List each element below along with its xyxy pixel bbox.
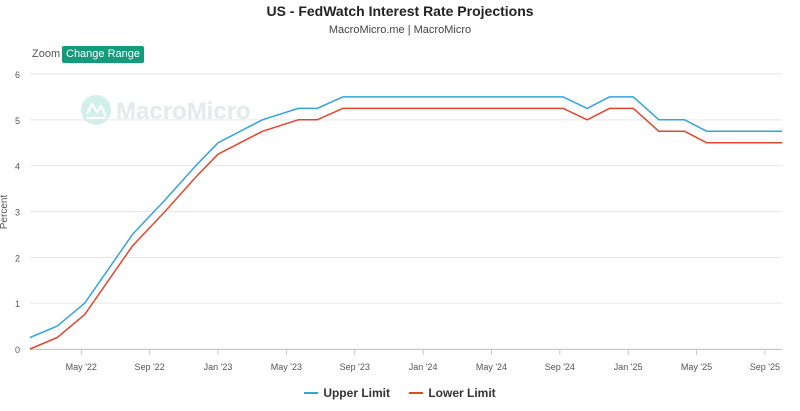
y-tick-label: 1	[15, 299, 20, 309]
y-tick-label: 3	[15, 208, 20, 218]
legend-swatch-upper	[304, 391, 319, 394]
x-tick-label: Sep '23	[340, 362, 370, 372]
x-tick-label: Sep '24	[545, 362, 575, 372]
x-tick-label: Jan '25	[614, 362, 643, 372]
x-tick-label: Jan '24	[409, 362, 438, 372]
x-tick-label: May '24	[476, 362, 507, 372]
chart-subtitle: MacroMicro.me | MacroMicro	[328, 24, 472, 36]
x-tick-label: May '25	[681, 362, 712, 372]
chart-legend: Upper Limit Lower Limit	[0, 386, 800, 400]
change-range-button[interactable]: Change Range	[62, 46, 145, 63]
series-line-upper-limit[interactable]	[29, 96, 782, 339]
legend-label-upper: Upper Limit	[323, 386, 390, 400]
y-tick-label: 6	[15, 70, 20, 80]
y-axis-title: Percent	[0, 195, 10, 230]
legend-label-lower: Lower Limit	[428, 386, 496, 400]
watermark-text: MacroMicro	[116, 98, 251, 125]
legend-item-lower-limit[interactable]: Lower Limit	[409, 386, 496, 400]
y-tick-label: 2	[15, 253, 20, 263]
x-tick-label: Sep '22	[135, 362, 165, 372]
macromicro-logo-icon	[81, 95, 111, 125]
y-tick-label: 5	[15, 116, 20, 126]
x-tick-label: Sep '25	[750, 362, 780, 372]
series-line-lower-limit[interactable]	[29, 107, 782, 350]
zoom-label: Zoom	[32, 48, 61, 60]
x-tick-label: Jan '23	[204, 362, 233, 372]
y-tick-label: 0	[15, 345, 20, 355]
legend-item-upper-limit[interactable]: Upper Limit	[304, 386, 390, 400]
x-tick-label: May '22	[66, 362, 97, 372]
x-tick-label: May '23	[271, 362, 302, 372]
chart-title: US - FedWatch Interest Rate Projections	[266, 3, 534, 19]
y-tick-label: 4	[15, 162, 20, 172]
watermark: MacroMicro	[81, 95, 251, 125]
legend-swatch-lower	[409, 391, 424, 394]
